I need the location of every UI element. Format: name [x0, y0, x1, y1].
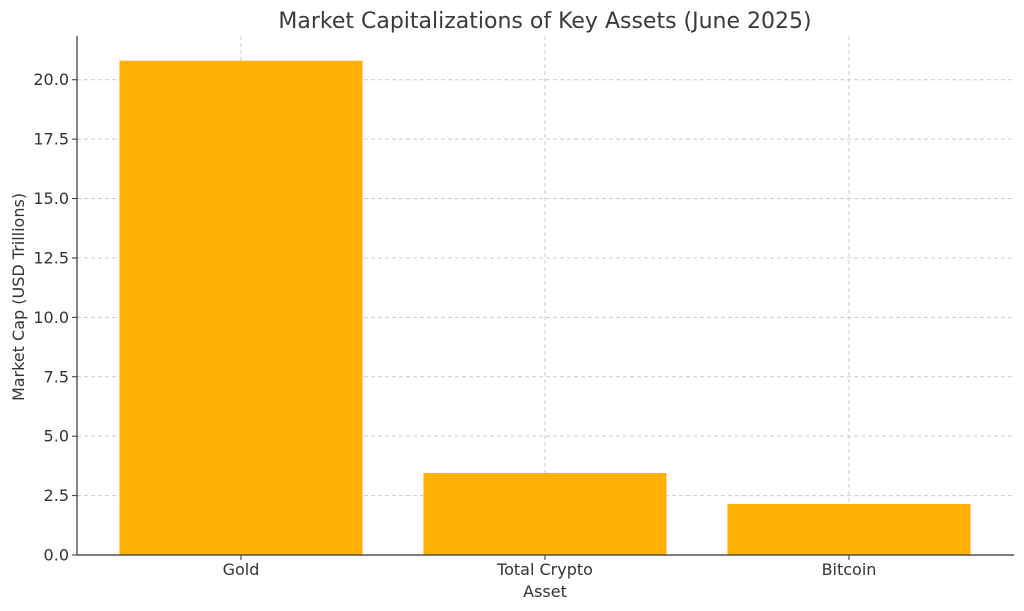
y-tick-label: 7.5 [44, 367, 69, 386]
bar-total-crypto [423, 473, 667, 555]
y-tick-label: 5.0 [44, 427, 69, 446]
y-tick-label: 20.0 [33, 70, 69, 89]
bar-gold [119, 60, 363, 555]
y-tick-label: 17.5 [33, 130, 69, 149]
bars [119, 60, 971, 555]
y-tick-label: 15.0 [33, 189, 69, 208]
y-tick-label: 12.5 [33, 248, 69, 267]
y-tick-label: 0.0 [44, 546, 69, 565]
y-tick-label: 2.5 [44, 486, 69, 505]
x-axis-title: Asset [523, 582, 567, 601]
bar-bitcoin [727, 503, 971, 555]
x-tick-label: Total Crypto [496, 560, 593, 579]
y-tick-label: 10.0 [33, 308, 69, 327]
x-ticks: Gold Total Crypto Bitcoin [223, 555, 877, 579]
x-tick-label: Bitcoin [822, 560, 877, 579]
y-axis-title: Market Cap (USD Trillions) [9, 193, 28, 401]
x-tick-label: Gold [223, 560, 260, 579]
y-ticks: 0.0 2.5 5.0 7.5 10.0 12.5 15.0 17.5 20.0 [33, 70, 77, 565]
chart-title: Market Capitalizations of Key Assets (Ju… [278, 9, 811, 34]
